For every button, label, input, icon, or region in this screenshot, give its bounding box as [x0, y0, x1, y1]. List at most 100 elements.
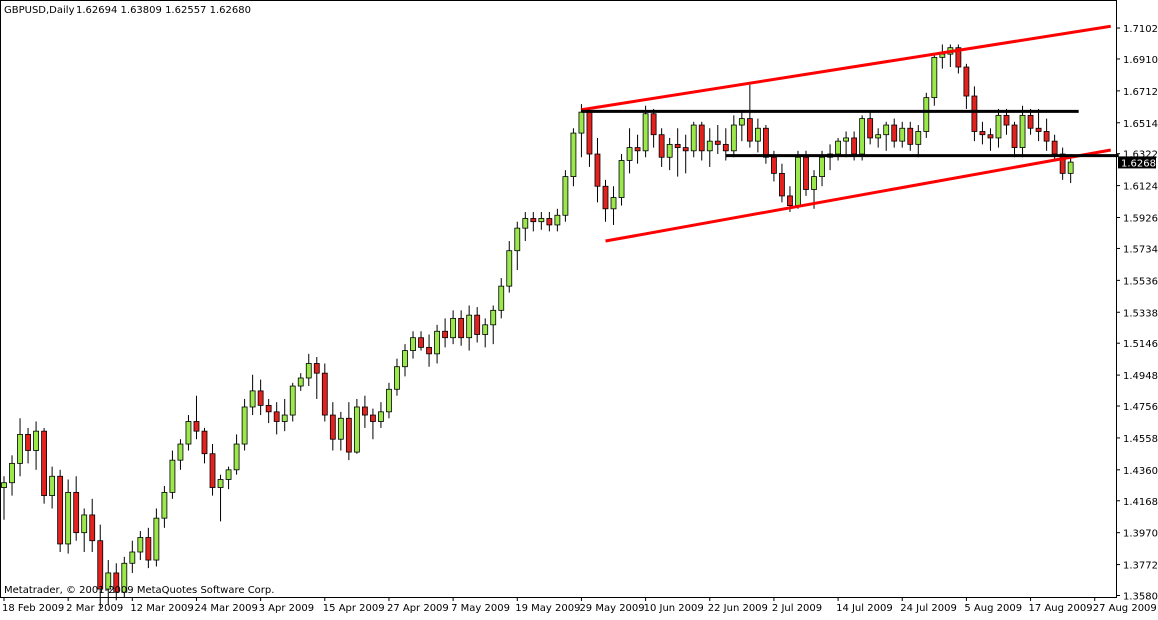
candle-body-bull [9, 462, 15, 484]
candle [434, 324, 440, 364]
y-tick-label: 1.63220 [1123, 150, 1158, 161]
candle-body-bull [626, 147, 633, 161]
candle [1043, 118, 1050, 151]
candle [370, 408, 376, 440]
candle-body-bear [658, 134, 665, 158]
candle [17, 418, 23, 477]
y-tick-label: 1.35800 [1123, 592, 1158, 603]
candle-body-bear [682, 147, 689, 152]
candle-body-bull [386, 388, 392, 413]
candle-body-bull [610, 197, 617, 210]
candle [562, 170, 569, 222]
candle [121, 556, 128, 598]
y-axis: 1.71020 1.69100 1.67120 1.65140 1.63220 1.612… [1116, 24, 1158, 603]
candle-body-bull [33, 430, 39, 451]
candle-body-bear [201, 430, 208, 455]
candle [795, 150, 801, 209]
candle [73, 476, 80, 541]
candle-body-bear [803, 156, 809, 190]
candle-body-bull [690, 124, 697, 152]
candle-body-bear [345, 417, 352, 453]
candle-body-bear [257, 390, 264, 406]
candles-layer [1, 44, 1074, 609]
x-tick-label: 17 Aug 2009 [1029, 603, 1093, 614]
candle [129, 540, 136, 573]
x-tick-label: 27 Apr 2009 [387, 603, 449, 614]
candle [522, 212, 529, 242]
current-price-label: 1.62680 [1118, 156, 1158, 169]
y-tick-label: 1.51460 [1123, 339, 1158, 350]
candle [418, 331, 424, 351]
candle-body-bear [1027, 114, 1034, 129]
candle [217, 474, 224, 522]
candle-body-bull [297, 377, 304, 387]
candle-body-bull [738, 118, 745, 126]
candle-body-bear [971, 95, 978, 132]
candle-body-bull [923, 97, 930, 132]
candle [923, 92, 930, 138]
candle-body-bear [851, 137, 858, 155]
x-tick-label: 5 Aug 2009 [964, 603, 1022, 614]
candle-body-bear [763, 127, 769, 158]
candle-body-bull [305, 363, 312, 379]
candle [987, 128, 994, 151]
candle [594, 137, 601, 203]
candle-body-bull [81, 514, 88, 534]
candle-body-bull [875, 134, 882, 139]
candle [289, 382, 296, 422]
candle [225, 466, 232, 490]
candle [706, 128, 713, 167]
trendline[interactable] [605, 148, 1112, 243]
candle [185, 415, 192, 451]
candle [883, 121, 890, 151]
chart-header: GBPUSD,Daily 1.62694 1.63809 1.62557 1.6… [4, 5, 251, 16]
trendline[interactable] [581, 24, 1111, 112]
candle-body-bear [530, 218, 537, 223]
candle-body-bull [233, 443, 240, 471]
candle [682, 134, 689, 174]
y-tick-label: 1.43600 [1123, 466, 1158, 477]
candle [89, 498, 96, 552]
candle [1067, 154, 1074, 184]
candle [65, 479, 72, 554]
candle [297, 373, 304, 391]
x-tick-label: 7 May 2009 [451, 603, 510, 614]
candle [658, 128, 665, 167]
x-tick-label: 3 Apr 2009 [259, 603, 314, 614]
candle [466, 305, 473, 351]
candle-body-bull [249, 390, 256, 408]
candle-body-bear [458, 317, 465, 339]
candle [482, 318, 489, 348]
candle [161, 485, 168, 528]
candle [345, 402, 352, 461]
x-tick-label: 18 Feb 2009 [2, 603, 64, 614]
candle [570, 128, 577, 187]
candle-body-bull [835, 140, 841, 155]
candle [193, 395, 200, 440]
candle-body-bear [771, 156, 777, 174]
candle [177, 439, 184, 470]
candle [361, 395, 368, 428]
candle [113, 563, 120, 601]
candle-body-bear [57, 475, 64, 545]
candle-body-bear [546, 218, 553, 226]
y-tick-label: 1.57340 [1123, 244, 1158, 255]
candle-body-bull [1019, 114, 1026, 148]
candle-body-bull [378, 411, 384, 422]
candle [305, 353, 312, 387]
candle-body-bull [618, 160, 625, 198]
candle-body-bear [321, 372, 328, 416]
candle-body-bull [899, 127, 906, 142]
candle-body-bull [289, 385, 296, 416]
candle-body-bear [370, 414, 376, 422]
candle [674, 128, 681, 177]
candle-body-bear [418, 337, 424, 348]
candle [442, 318, 449, 348]
candle-body-bull [506, 250, 513, 287]
candle-body-bear [73, 491, 80, 534]
candle-body-bear [746, 118, 753, 142]
candle-body-bear [273, 411, 280, 422]
candle [963, 63, 970, 109]
candle-body-bear [145, 537, 152, 561]
candle-body-bull [522, 218, 529, 229]
